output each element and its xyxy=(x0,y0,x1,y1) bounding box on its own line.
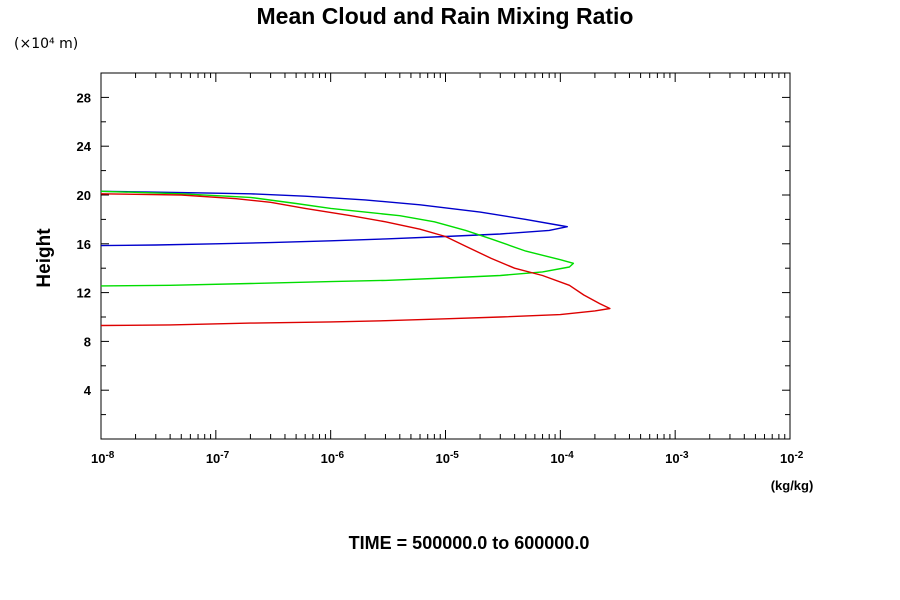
x-tick-label: 10-4 xyxy=(550,450,574,466)
x-tick-labels: 10-8 10-7 10-6 10-5 10-4 10-3 10-2 xyxy=(91,450,804,466)
y-tick-label: 12 xyxy=(77,286,91,301)
axis-ticks xyxy=(100,73,791,439)
series-line-1 xyxy=(100,190,568,247)
x-axis-label: (kg/kg) xyxy=(771,478,814,493)
x-tick-label: 10-7 xyxy=(206,450,230,466)
data-series xyxy=(100,190,611,327)
y-tick-label: 24 xyxy=(77,139,92,154)
y-tick-label: 16 xyxy=(77,237,91,252)
x-tick-label: 10-3 xyxy=(665,450,689,466)
x-tick-label: 10-5 xyxy=(436,450,460,466)
y-unit-label: (×10⁴ m) xyxy=(14,36,78,52)
y-tick-label: 8 xyxy=(84,334,91,349)
time-range-label: TIME = 500000.0 to 600000.0 xyxy=(349,533,590,553)
x-tick-label: 10-6 xyxy=(321,450,345,466)
y-tick-labels: 4 8 12 16 20 24 28 xyxy=(77,90,92,398)
y-tick-label: 4 xyxy=(84,383,92,398)
y-tick-label: 28 xyxy=(77,90,91,105)
series-line-2 xyxy=(100,190,575,287)
x-tick-label: 10-2 xyxy=(780,450,804,466)
x-tick-label: 10-8 xyxy=(91,450,115,466)
series-line-3 xyxy=(100,193,611,327)
chart-title: Mean Cloud and Rain Mixing Ratio xyxy=(257,3,634,29)
y-axis-label: Height xyxy=(34,228,55,288)
plot-frame xyxy=(100,72,791,440)
y-tick-label: 20 xyxy=(77,188,91,203)
